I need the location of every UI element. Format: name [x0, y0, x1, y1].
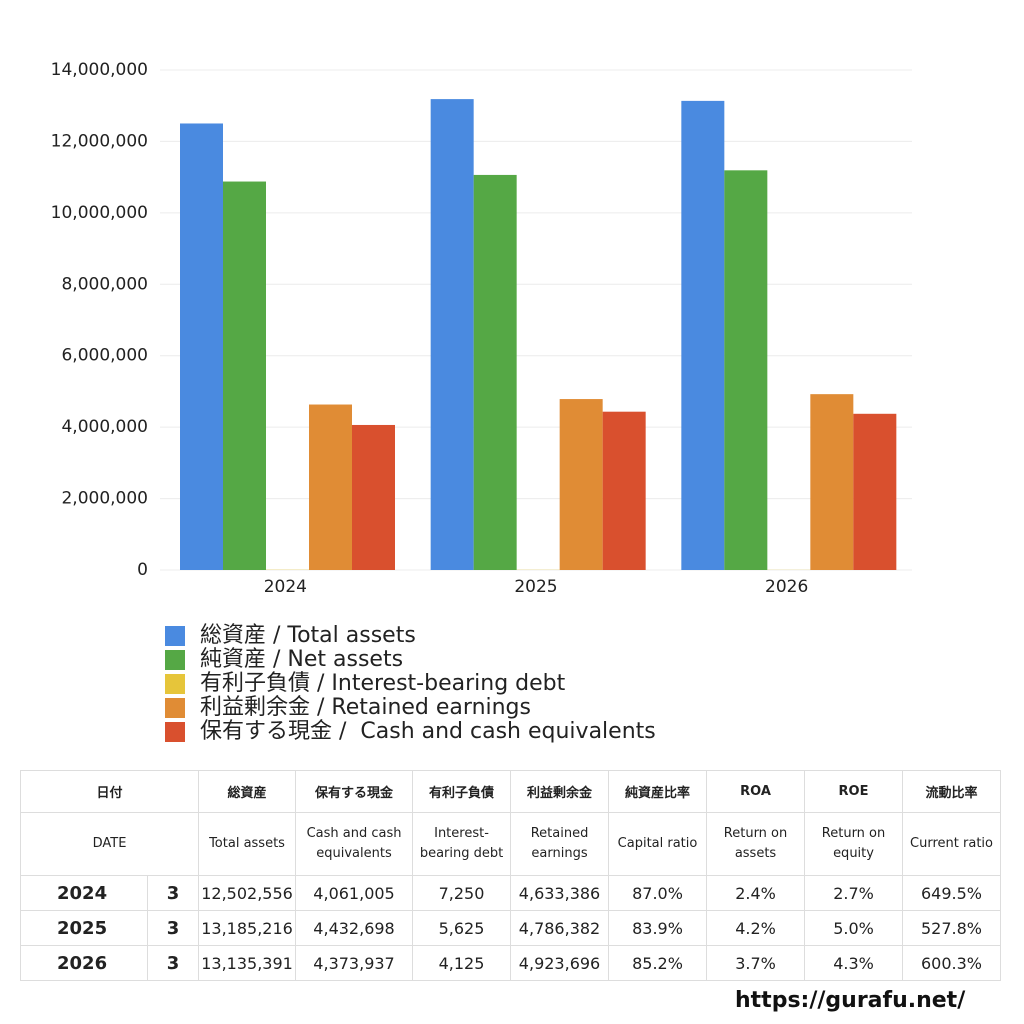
- header-cell: ROA: [706, 770, 806, 813]
- table-cell: 4.2%: [706, 910, 806, 946]
- header-cell: Return on equity: [804, 812, 904, 876]
- data-row: 2025 3 13,185,216 4,432,698 5,625 4,786,382 83…: [20, 910, 1002, 946]
- bar: [352, 424, 395, 570]
- bar: [430, 99, 474, 570]
- header-cell: 純資産比率: [608, 770, 708, 813]
- bar: [853, 413, 897, 570]
- header-cell: 流動比率: [902, 770, 1002, 813]
- bar: [810, 394, 854, 570]
- bar: [309, 404, 352, 570]
- x-tick-label: 2024: [264, 577, 307, 597]
- legend-label: 保有する現金 / Cash and cash equivalents: [200, 719, 656, 744]
- legend-swatch: [165, 674, 185, 694]
- bar: [602, 411, 646, 570]
- table-cell: 12,502,556: [198, 875, 297, 911]
- legend-swatch: [165, 626, 185, 646]
- bar: [223, 181, 266, 571]
- table-cell: 3.7%: [706, 945, 806, 981]
- table-cell: 5,625: [412, 910, 512, 946]
- table-cell: 5.0%: [804, 910, 904, 946]
- table-cell: 3: [146, 945, 200, 981]
- table-cell: 4.3%: [804, 945, 904, 981]
- table-cell: 4,923,696: [510, 945, 610, 981]
- bar: [559, 399, 603, 570]
- table-cell: 4,373,937: [295, 945, 414, 981]
- legend-swatch: [165, 722, 185, 742]
- header-cell: Interest-bearing debt: [412, 812, 512, 876]
- header-cell: Retained earnings: [510, 812, 610, 876]
- table-cell: 2024: [20, 875, 148, 911]
- chart: 0 2,000,000 4,000,000 6,000,000 8,000,000 10,…: [51, 60, 912, 744]
- table-cell: 13,135,391: [198, 945, 297, 981]
- header-row: DATE Total assets Cash and cash equivalent…: [19, 812, 1002, 876]
- y-tick-label: 10,000,000: [51, 203, 148, 223]
- data-row: 2024 3 12,502,556 4,061,005 7,250 4,633,386 87…: [20, 875, 1002, 911]
- y-tick-label: 4,000,000: [61, 417, 148, 437]
- table-cell: 600.3%: [902, 945, 1002, 981]
- header-cell: Current ratio: [902, 812, 1002, 876]
- header-cell: 総資産: [198, 770, 297, 813]
- header-cell: 保有する現金: [295, 770, 414, 813]
- legend-swatch: [165, 698, 185, 718]
- bar: [724, 170, 768, 571]
- table-cell: 2026: [20, 945, 148, 981]
- table-cell: 83.9%: [608, 910, 708, 946]
- x-tick-label: 2026: [765, 577, 808, 597]
- legend-label: 総資産 / Total assets: [200, 623, 416, 648]
- header-cell: 日付: [19, 770, 200, 813]
- table-cell: 4,432,698: [295, 910, 414, 946]
- y-tick-label: 2,000,000: [61, 489, 148, 509]
- header-cell: Return on assets: [706, 812, 806, 876]
- y-tick-label: 12,000,000: [51, 131, 148, 151]
- data-table: 日付 総資産 保有する現金 有利子負債 利益剰余金 純資産比率 ROA ROE 流動比率 DATE…: [19, 770, 1002, 981]
- table-cell: 7,250: [412, 875, 512, 911]
- table-cell: 4,786,382: [510, 910, 610, 946]
- table-cell: 4,125: [412, 945, 512, 981]
- table-cell: 2.4%: [706, 875, 806, 911]
- header-cell: Cash and cash equivalents: [295, 812, 414, 876]
- y-tick-label: 8,000,000: [61, 274, 148, 294]
- table-cell: 3: [146, 910, 200, 946]
- x-tick-label: 2025: [514, 577, 557, 597]
- header-cell: Total assets: [198, 812, 297, 876]
- y-tick-label: 0: [137, 560, 148, 580]
- legend-swatch: [165, 650, 185, 670]
- header-cell: 利益剰余金: [510, 770, 610, 813]
- table-cell: 3: [146, 875, 200, 911]
- table-cell: 527.8%: [902, 910, 1002, 946]
- table-cell: 85.2%: [608, 945, 708, 981]
- table-cell: 13,185,216: [198, 910, 297, 946]
- site-url: https://gurafu.net/: [735, 988, 966, 1013]
- data-row: 2026 3 13,135,391 4,373,937 4,125 4,923,696 85…: [20, 945, 1002, 981]
- table-cell: 4,633,386: [510, 875, 610, 911]
- header-cell: ROE: [804, 770, 904, 813]
- legend-label: 純資産 / Net assets: [200, 647, 403, 672]
- table-cell: 4,061,005: [295, 875, 414, 911]
- table-cell: 649.5%: [902, 875, 1002, 911]
- legend-label: 利益剰余金 / Retained earnings: [200, 695, 531, 720]
- header-cell: DATE: [19, 812, 200, 876]
- bar: [180, 123, 223, 571]
- bar: [681, 100, 725, 570]
- bar: [473, 174, 517, 570]
- y-tick-label: 6,000,000: [61, 346, 148, 366]
- legend-label: 有利子負債 / Interest-bearing debt: [200, 671, 566, 696]
- header-cell: 有利子負債: [412, 770, 512, 813]
- header-row: 日付 総資産 保有する現金 有利子負債 利益剰余金 純資産比率 ROA ROE 流動比率: [19, 770, 1002, 813]
- table-cell: 2.7%: [804, 875, 904, 911]
- header-cell: Capital ratio: [608, 812, 708, 876]
- table-cell: 2025: [20, 910, 148, 946]
- y-tick-label: 14,000,000: [51, 60, 148, 80]
- table-cell: 87.0%: [608, 875, 708, 911]
